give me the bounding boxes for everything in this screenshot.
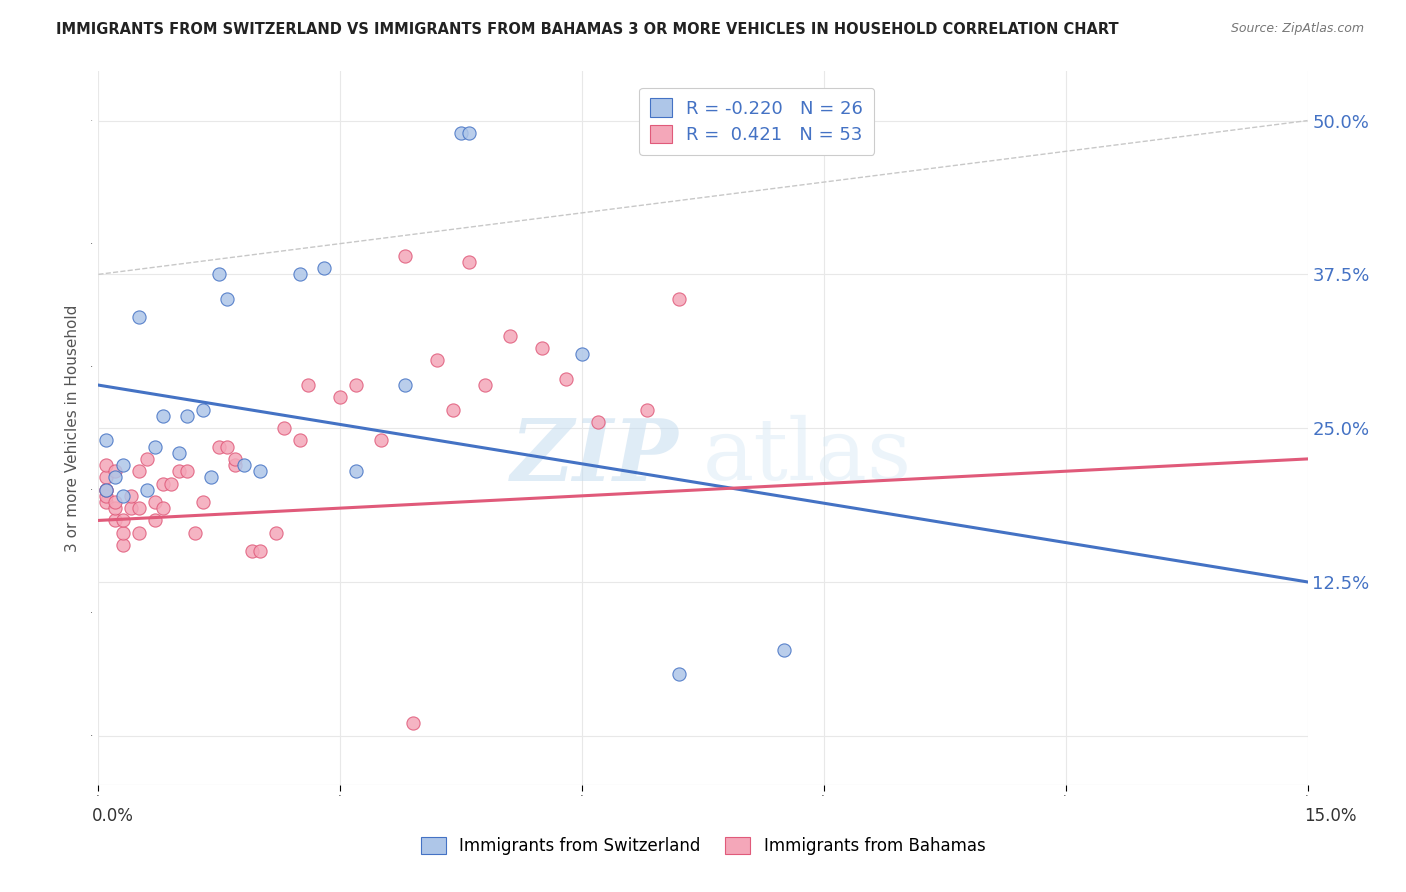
Y-axis label: 3 or more Vehicles in Household: 3 or more Vehicles in Household	[65, 304, 80, 552]
Point	[426, 353, 449, 368]
Point	[103, 464, 125, 478]
Point	[103, 501, 125, 516]
Point	[217, 292, 239, 306]
Point	[143, 495, 166, 509]
Point	[193, 495, 215, 509]
Point	[152, 476, 174, 491]
Point	[314, 261, 336, 276]
Point	[571, 347, 593, 361]
Point	[128, 310, 150, 325]
Point	[96, 483, 118, 497]
Point	[111, 525, 134, 540]
Point	[224, 458, 246, 472]
Point	[668, 667, 690, 681]
Legend: R = -0.220   N = 26, R =  0.421   N = 53: R = -0.220 N = 26, R = 0.421 N = 53	[640, 87, 875, 155]
Point	[193, 402, 215, 417]
Text: IMMIGRANTS FROM SWITZERLAND VS IMMIGRANTS FROM BAHAMAS 3 OR MORE VEHICLES IN HOU: IMMIGRANTS FROM SWITZERLAND VS IMMIGRANT…	[56, 22, 1119, 37]
Point	[120, 501, 142, 516]
Point	[111, 538, 134, 552]
Text: atlas: atlas	[703, 415, 912, 499]
Point	[441, 402, 464, 417]
Point	[249, 544, 271, 558]
Point	[143, 513, 166, 527]
Text: 0.0%: 0.0%	[91, 807, 134, 825]
Point	[458, 126, 481, 140]
Point	[176, 409, 198, 423]
Point	[668, 292, 690, 306]
Point	[498, 329, 520, 343]
Point	[555, 372, 578, 386]
Point	[288, 434, 311, 448]
Point	[772, 642, 794, 657]
Point	[103, 470, 125, 484]
Point	[344, 378, 367, 392]
Point	[273, 421, 295, 435]
Point	[232, 458, 254, 472]
Point	[184, 525, 207, 540]
Point	[329, 391, 352, 405]
Point	[103, 495, 125, 509]
Point	[128, 525, 150, 540]
Point	[96, 458, 118, 472]
Point	[344, 464, 367, 478]
Point	[96, 495, 118, 509]
Point	[200, 470, 222, 484]
Point	[450, 126, 472, 140]
Point	[297, 378, 319, 392]
Point	[96, 483, 118, 497]
Point	[96, 470, 118, 484]
Point	[208, 440, 231, 454]
Point	[394, 249, 416, 263]
Point	[135, 451, 157, 466]
Point	[152, 501, 174, 516]
Point	[111, 489, 134, 503]
Point	[370, 434, 392, 448]
Point	[402, 716, 425, 731]
Point	[240, 544, 263, 558]
Point	[143, 440, 166, 454]
Point	[152, 409, 174, 423]
Point	[217, 440, 239, 454]
Point	[394, 378, 416, 392]
Point	[636, 402, 658, 417]
Point	[208, 268, 231, 282]
Point	[458, 255, 481, 269]
Point	[288, 268, 311, 282]
Point	[530, 341, 553, 355]
Point	[176, 464, 198, 478]
Point	[96, 489, 118, 503]
Point	[167, 446, 190, 460]
Point	[111, 513, 134, 527]
Text: ZIP: ZIP	[510, 415, 679, 499]
Point	[249, 464, 271, 478]
Text: Source: ZipAtlas.com: Source: ZipAtlas.com	[1230, 22, 1364, 36]
Point	[167, 464, 190, 478]
Point	[120, 489, 142, 503]
Point	[128, 464, 150, 478]
Point	[96, 483, 118, 497]
Point	[264, 525, 287, 540]
Point	[160, 476, 183, 491]
Point	[96, 434, 118, 448]
Point	[111, 458, 134, 472]
Point	[224, 451, 246, 466]
Text: 15.0%: 15.0%	[1305, 807, 1357, 825]
Point	[128, 501, 150, 516]
Point	[474, 378, 496, 392]
Legend: Immigrants from Switzerland, Immigrants from Bahamas: Immigrants from Switzerland, Immigrants …	[413, 830, 993, 862]
Point	[586, 415, 609, 429]
Point	[135, 483, 157, 497]
Point	[103, 513, 125, 527]
